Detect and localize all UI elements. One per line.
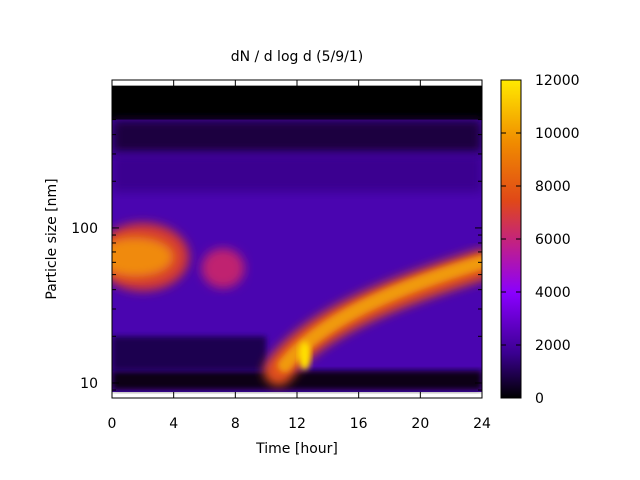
heatmap-band [112, 336, 267, 371]
colorbar-tick-label: 2000 [535, 338, 571, 354]
y-axis: 10 100 [71, 79, 482, 399]
colorbar-tick-label: 4000 [535, 285, 571, 301]
x-tick-label: 16 [350, 416, 368, 432]
heatmap-band [112, 153, 482, 193]
x-axis-label: Time [hour] [255, 441, 338, 457]
colorbar-axis: 0 2000 4000 6000 8000 10000 12000 [501, 73, 580, 407]
y-tick-label: 100 [71, 221, 98, 237]
x-tick-label: 24 [473, 416, 491, 432]
colorbar-tick-label: 8000 [535, 179, 571, 195]
y-tick-label: 10 [80, 376, 98, 392]
x-axis: 0 4 8 12 16 20 24 [108, 80, 491, 432]
x-tick-label: 0 [108, 416, 117, 432]
heatmap [112, 80, 482, 398]
colorbar-tick-label: 10000 [535, 126, 580, 142]
heatmap-peak [298, 341, 311, 370]
x-tick-label: 20 [411, 416, 429, 432]
x-tick-label: 12 [288, 416, 306, 432]
heatmap-band [112, 119, 482, 154]
colorbar-tick-label: 6000 [535, 232, 571, 248]
heatmap-band [112, 370, 482, 391]
heatmap-mode [201, 248, 245, 289]
y-axis-label: Particle size [nm] [44, 178, 60, 299]
heatmap-mode [112, 236, 174, 277]
heatmap-band [112, 85, 482, 120]
colorbar-tick-label: 0 [535, 391, 544, 407]
colorbar-tick-label: 12000 [535, 73, 580, 89]
x-tick-label: 4 [169, 416, 178, 432]
x-tick-label: 8 [231, 416, 240, 432]
chart-title: dN / d log d (5/9/1) [231, 49, 364, 65]
